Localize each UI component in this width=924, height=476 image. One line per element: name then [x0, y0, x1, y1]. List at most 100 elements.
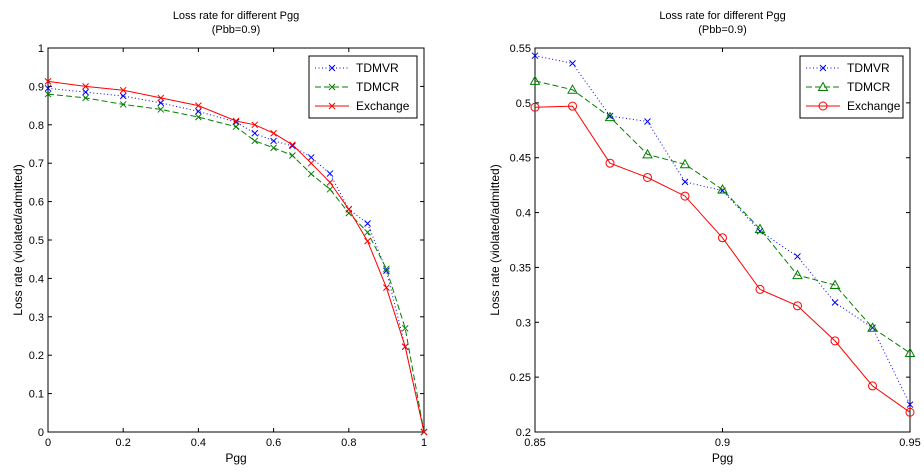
y-tick-label: 0.2	[516, 427, 531, 439]
x-tick-label: 0.4	[191, 437, 206, 449]
data-point	[157, 106, 165, 113]
data-point	[829, 279, 841, 289]
data-point	[681, 178, 689, 186]
series-line	[534, 105, 911, 413]
data-point	[307, 159, 315, 167]
data-point	[718, 233, 727, 243]
data-point	[157, 94, 165, 102]
data-point	[644, 118, 651, 125]
data-point	[270, 144, 277, 152]
data-point	[251, 121, 259, 129]
data-point	[401, 343, 409, 351]
data-point	[270, 137, 277, 145]
x-tick-label: 0.6	[266, 437, 281, 449]
data-point	[326, 179, 334, 186]
data-point	[383, 284, 390, 291]
x-tick-label: 0.95	[899, 437, 920, 449]
data-point	[157, 99, 165, 107]
x-tick-label: 1	[421, 437, 427, 449]
y-tick-label: 0	[38, 427, 44, 439]
data-point	[44, 90, 52, 98]
series-line	[534, 55, 911, 405]
data-point	[364, 228, 371, 236]
data-point	[364, 237, 371, 245]
data-point	[326, 170, 334, 177]
data-point	[119, 86, 127, 94]
data-point	[345, 205, 353, 213]
chart-1: Loss rate for different Pgg (Pbb=0.9) 0 0.2…	[11, 10, 428, 465]
data-point	[679, 158, 691, 169]
y-tick-label: 0.3	[516, 317, 531, 329]
x-tick-label: 0.85	[524, 437, 545, 449]
y-tick-label: 1	[38, 43, 44, 55]
data-point	[868, 381, 877, 391]
data-point	[530, 102, 540, 112]
data-point	[906, 401, 914, 408]
legend-marker	[328, 102, 336, 110]
data-point	[754, 223, 766, 234]
data-point	[307, 170, 315, 178]
chart-subtitle: (Pbb=0.9)	[698, 24, 747, 36]
y-tick-label: 0.9	[29, 81, 44, 93]
x-tick-label: 0.2	[116, 437, 131, 449]
data-point	[195, 113, 202, 121]
legend-label: Exchange	[356, 99, 410, 113]
series-line	[47, 87, 425, 433]
chart-2: Loss rate for different Pgg (Pbb=0.9) 0.85…	[488, 10, 921, 465]
y-tick-label: 0.8	[29, 120, 44, 132]
data-point	[794, 253, 801, 260]
y-tick-label: 0.4	[516, 208, 531, 220]
x-tick-label: 0.8	[341, 437, 356, 449]
legend-marker	[328, 64, 336, 72]
legend-marker	[818, 101, 828, 111]
y-tick-label: 0.4	[29, 273, 44, 285]
y-tick-label: 0.6	[29, 197, 44, 209]
data-point	[604, 111, 616, 122]
y-tick-label: 0.5	[29, 235, 44, 247]
series-exchange	[44, 78, 428, 436]
y-tick-label: 0.5	[516, 98, 531, 110]
chart-subtitle: (Pbb=0.9)	[212, 24, 261, 36]
data-point	[383, 267, 390, 275]
y-tick-label: 0.2	[29, 350, 44, 362]
data-point	[680, 191, 690, 201]
data-point	[251, 137, 259, 145]
x-axis-label: Pgg	[712, 451, 733, 465]
data-point	[307, 154, 315, 161]
data-point	[792, 269, 803, 280]
data-point	[642, 148, 653, 159]
series-line	[47, 80, 425, 433]
data-point	[904, 347, 916, 358]
y-tick-label: 0.7	[29, 158, 44, 170]
data-point	[531, 52, 539, 60]
data-point	[383, 265, 390, 273]
data-point	[364, 220, 371, 227]
y-tick-label: 0.55	[510, 43, 531, 55]
series-tdmcr	[44, 90, 428, 436]
data-point	[82, 94, 89, 102]
data-point	[195, 102, 202, 109]
data-point	[82, 83, 89, 90]
data-point	[606, 112, 614, 120]
y-tick-label: 0.35	[510, 262, 531, 274]
legend-label: TDMCR	[356, 80, 400, 94]
data-point	[401, 324, 409, 332]
data-point	[605, 158, 615, 168]
data-point	[755, 284, 765, 294]
legend-label: TDMCR	[847, 80, 891, 94]
legend-label: Exchange	[847, 99, 901, 113]
y-tick-label: 0.3	[29, 312, 44, 324]
y-tick-label: 0.25	[510, 372, 531, 384]
data-point	[420, 428, 428, 436]
x-axis-label: Pgg	[225, 451, 246, 465]
legend-marker	[819, 64, 827, 72]
data-point	[119, 92, 127, 100]
series-tdmvr	[44, 84, 428, 436]
y-axis-label: Loss rate (violated/admitted)	[488, 164, 502, 315]
data-point	[756, 227, 764, 235]
data-point	[717, 184, 728, 194]
series-line	[47, 93, 425, 433]
x-tick-label: 0	[45, 437, 51, 449]
legend-label: TDMVR	[356, 61, 399, 75]
